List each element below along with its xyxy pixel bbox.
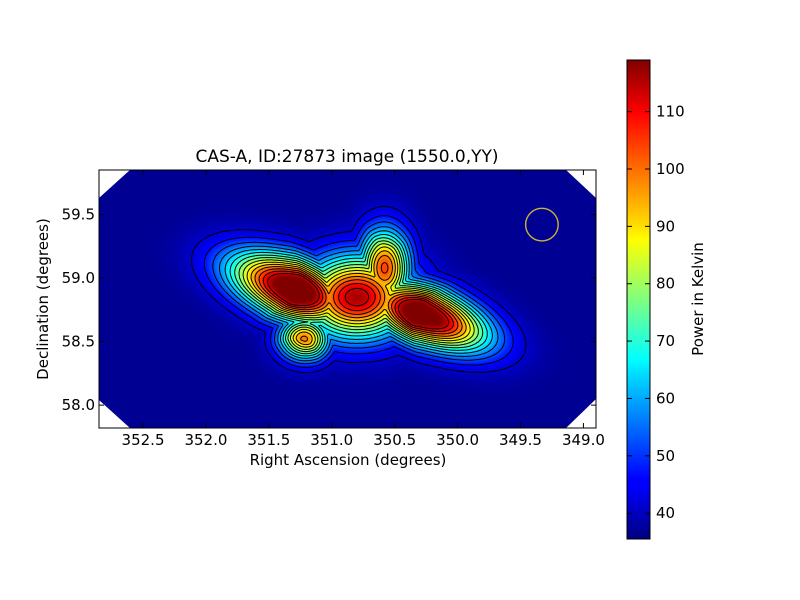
y-tick-label: 58.0 xyxy=(62,396,95,414)
contour-line xyxy=(242,243,475,350)
contour-lines xyxy=(191,205,527,374)
colorbar-tick-label: 70 xyxy=(656,332,675,350)
y-tick-label: 59.0 xyxy=(62,269,95,287)
colorbar-tick-label: 40 xyxy=(656,504,675,522)
colorbar-tick-label: 60 xyxy=(656,389,675,407)
y-tick-label: 59.5 xyxy=(62,205,95,223)
colorbar-tick-label: 100 xyxy=(656,160,685,178)
y-axis: 58.0 58.5 59.0 59.5 xyxy=(62,205,596,414)
x-tick-label: 350.0 xyxy=(436,431,479,449)
colorbar: 40 50 60 70 80 90 100 110 xyxy=(626,59,685,540)
colorbar-tick-label: 110 xyxy=(656,103,685,121)
plot-area: 352.5 352.0 351.5 351.0 350.5 350.0 349.5 349.0… xyxy=(62,169,605,449)
colorbar-ticks: 40 50 60 70 80 90 100 110 xyxy=(627,103,685,522)
x-tick-label: 350.5 xyxy=(373,431,416,449)
contour-line xyxy=(262,270,454,332)
plot-frame xyxy=(98,169,597,429)
contour-line xyxy=(203,215,514,368)
y-axis-label: Declination (degrees) xyxy=(34,218,52,380)
y-tick-label: 58.5 xyxy=(62,333,95,351)
colorbar-label: Power in Kelvin xyxy=(689,242,707,356)
x-tick-label: 351.5 xyxy=(247,431,290,449)
contour-line xyxy=(224,230,493,359)
x-tick-label: 352.5 xyxy=(122,431,165,449)
heatmap-image xyxy=(99,170,596,428)
beam-circle xyxy=(524,207,559,242)
colorbar-gradient xyxy=(627,60,650,539)
contour-line xyxy=(191,205,527,374)
contour-line xyxy=(258,262,459,335)
chart-title: CAS-A, ID:27873 image (1550.0,YY) xyxy=(195,147,498,167)
contour-line xyxy=(234,237,484,355)
x-tick-label: 349.0 xyxy=(562,431,605,449)
contour-line xyxy=(254,255,463,342)
contour-line xyxy=(246,246,471,348)
colorbar-tick-label: 90 xyxy=(656,217,675,235)
colorbar-tick-label: 50 xyxy=(656,447,675,465)
x-tick-label: 351.0 xyxy=(310,431,353,449)
colorbar-frame xyxy=(626,59,651,540)
contour-line xyxy=(212,221,506,365)
contour-line xyxy=(238,240,479,353)
x-axis: 352.5 352.0 351.5 351.0 350.5 350.0 349.5 349.0 xyxy=(122,170,605,449)
contour-line xyxy=(219,226,499,362)
contour-line xyxy=(229,234,488,357)
contour-line xyxy=(250,250,467,346)
x-axis-label: Right Ascension (degrees) xyxy=(250,451,447,469)
contour-line xyxy=(267,273,450,330)
x-tick-label: 352.0 xyxy=(184,431,227,449)
colorbar-tick-label: 80 xyxy=(656,275,675,293)
x-tick-label: 349.5 xyxy=(499,431,542,449)
